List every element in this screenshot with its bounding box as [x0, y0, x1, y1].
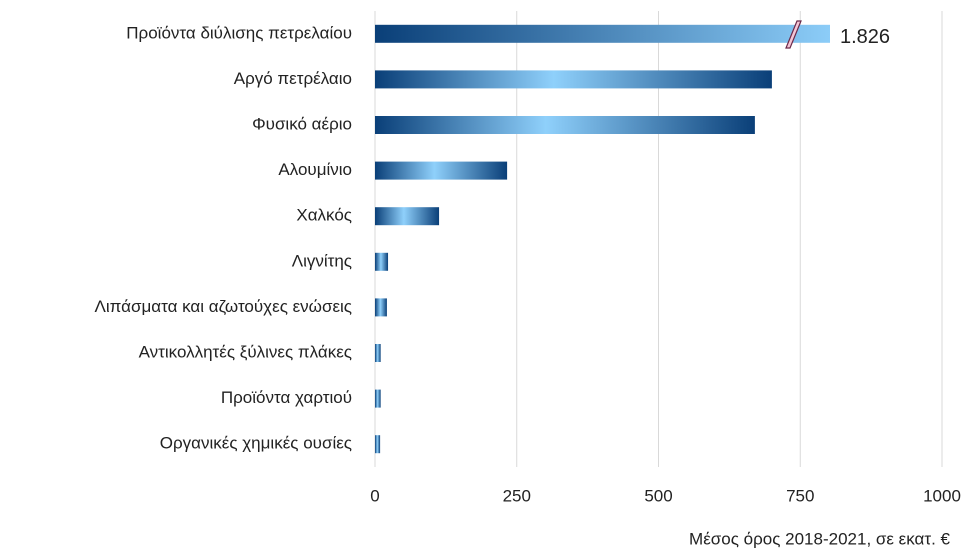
bar [375, 207, 440, 226]
y-tick-label: Αντικολλητές ξύλινες πλάκες [139, 342, 352, 361]
bar [375, 24, 830, 43]
y-tick-label: Αργό πετρέλαιο [234, 69, 352, 88]
bar [375, 161, 508, 180]
y-tick-label: Προϊόντα χαρτιού [221, 388, 352, 407]
x-tick-label: 1000 [923, 486, 961, 505]
y-tick-label: Φυσικό αέριο [252, 114, 352, 133]
axis-break [785, 20, 802, 49]
x-tick-label: 250 [503, 486, 531, 505]
data-label: 1.826 [840, 26, 890, 48]
bar [375, 435, 381, 454]
x-tick-label: 500 [644, 486, 672, 505]
bar [375, 252, 389, 271]
bar [375, 116, 755, 134]
x-tick-label: 0 [370, 486, 379, 505]
y-tick-label: Χαλκός [296, 206, 352, 225]
bar [375, 70, 772, 89]
y-tick-label: Οργανικές χημικές ουσίες [160, 434, 352, 453]
y-tick-label: Λιπάσματα και αζωτούχες ενώσεις [95, 297, 352, 316]
bar [375, 389, 381, 408]
bar [375, 298, 387, 317]
bar [375, 344, 381, 362]
y-tick-label: Αλουμίνιο [278, 160, 352, 179]
y-tick-label: Προϊόντα διύλισης πετρελαίου [126, 23, 352, 42]
x-axis-title: Μέσος όρος 2018-2021, σε εκατ. € [689, 529, 950, 548]
y-tick-label: Λιγνίτης [292, 251, 352, 270]
x-tick-label: 750 [786, 486, 814, 505]
